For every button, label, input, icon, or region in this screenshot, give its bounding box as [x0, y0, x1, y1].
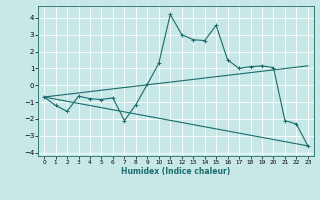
X-axis label: Humidex (Indice chaleur): Humidex (Indice chaleur) [121, 167, 231, 176]
